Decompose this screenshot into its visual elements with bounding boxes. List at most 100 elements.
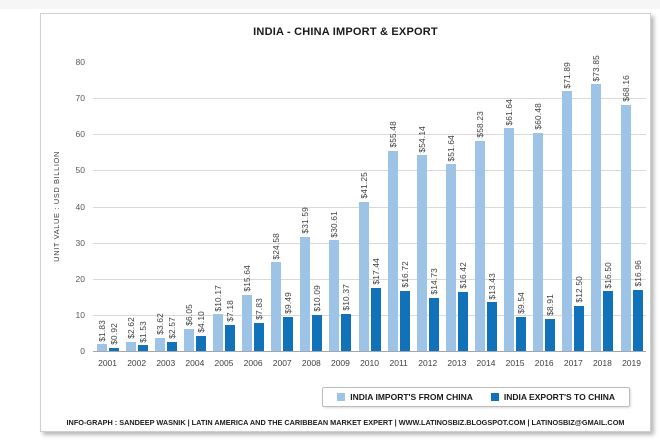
legend-item-imports: INDIA IMPORT'S FROM CHINA [337,392,473,402]
bar-group: $51.64 $16.42 [442,62,471,351]
page-top-band [0,0,660,9]
bar-value-label: $10.17 [212,284,223,312]
bar-group: $31.59 $10.09 [297,62,326,351]
gridline [93,98,646,100]
plot-area: 0 10 20 30 40 50 60 70 80 $1.83 $0.92 $2.62 $1.53 $3.… [76,55,646,356]
export-bar: $7.83 [254,298,265,351]
gridline [93,170,646,172]
import-bar: $1.83 [96,320,107,351]
bar-value-label: $16.42 [457,262,468,289]
legend-item-exports: INDIA EXPORT'S TO CHINA [490,392,615,402]
export-bar: $1.53 [137,321,148,351]
x-tick-label: 2007 [272,358,292,368]
bar-value-label: $10.37 [341,283,352,311]
bar-group: $54.14 $14.73 [413,62,442,351]
import-bar: $73.85 [591,55,602,351]
x-axis-labels: 2001 2002 2003 2004 2005 2006 2007 2008 2009 2010… [93,358,646,368]
export-bar: $13.43 [486,273,497,351]
bar-value-label: $1.53 [137,320,148,343]
x-axis-line [93,351,646,352]
y-tick-label: 10 [75,309,85,320]
bar-value-label: $54.14 [416,125,427,153]
bar-value-label: $3.62 [154,313,165,335]
legend-label-exports: INDIA EXPORT'S TO CHINA [503,392,615,402]
export-bar: $9.54 [516,292,527,351]
legend-label-imports: INDIA IMPORT'S FROM CHINA [350,392,473,402]
import-bar: $15.64 [242,265,253,351]
gridline [93,206,646,208]
x-tick-label: 2014 [476,358,496,368]
bar-value-label: $10.09 [312,284,323,312]
bar-value-label: $60.48 [533,102,544,130]
bar-value-label: $9.49 [283,291,294,314]
bar-groups: $1.83 $0.92 $2.62 $1.53 $3.62 $2.57 $6.05 $4.10… [93,55,646,351]
x-tick-label: 2005 [214,358,234,368]
footer-credit: INFO-GRAPH : SANDEEP WASNIK | LATIN AMER… [66,418,625,427]
gridline [93,134,646,136]
bar-value-label: $2.57 [166,316,177,339]
import-bar: $6.05 [183,304,194,351]
bar-value-label: $6.05 [183,304,194,327]
bar-group: $6.05 $4.10 [180,62,209,351]
legend-swatch-exports-icon [490,393,499,401]
chart-figure: INDIA - CHINA IMPORT & EXPORT UNIT VALUE… [40,13,651,432]
export-bar: $4.10 [195,311,206,351]
y-tick-label: 80 [75,57,85,67]
export-bar: $17.44 [370,258,381,351]
import-bar: $51.64 [445,135,456,351]
x-tick-label: 2010 [360,358,379,368]
gridline [93,242,646,244]
bar-group: $24.58 $9.49 [268,62,297,351]
x-tick-label: 2003 [156,358,176,368]
export-bar: $8.91 [545,294,556,351]
bar-group: $73.85 $16.50 [588,55,617,351]
y-tick-label: 30 [75,237,85,248]
bar-value-label: $58.23 [474,111,485,138]
bar-value-label: $31.59 [300,207,311,234]
bar-value-label: $0.92 [108,322,119,345]
bar-value-label: $16.96 [632,260,643,287]
legend: INDIA IMPORT'S FROM CHINA INDIA EXPORT'S… [322,387,630,407]
bar-value-label: $13.43 [486,272,497,300]
bar-value-label: $4.10 [195,311,206,334]
x-tick-label: 2011 [389,358,408,368]
bar-value-label: $9.54 [516,291,527,314]
x-tick-label: 2017 [563,358,583,368]
import-bar: $58.23 [474,111,485,351]
export-bar: $7.18 [224,300,235,351]
bar-value-label: $55.48 [387,121,398,148]
bar-group: $60.48 $8.91 [530,62,559,351]
bar-value-label: $15.64 [242,264,253,292]
export-bar: $2.57 [166,317,177,351]
bar-value-label: $7.18 [224,300,235,323]
bar-value-label: $24.58 [271,232,282,260]
x-tick-label: 2002 [127,358,147,368]
chart-title: INDIA - CHINA IMPORT & EXPORT [253,26,438,38]
x-tick-label: 2004 [185,358,205,368]
import-bar: $54.14 [416,126,427,351]
export-bar: $9.49 [283,292,294,351]
export-bar: $14.73 [428,268,439,351]
import-bar: $61.64 [504,99,515,351]
y-axis-label: UNIT VALUE : USD BILLION [51,151,61,262]
import-bar: $10.17 [212,285,223,351]
x-tick-label: 2009 [330,358,350,368]
y-tick-label: 60 [75,129,85,140]
bar-value-label: $8.91 [545,294,556,316]
y-tick-label: 50 [75,165,85,176]
import-bar: $24.58 [271,233,282,351]
bar-value-label: $16.72 [399,261,410,288]
x-tick-label: 2001 [98,358,118,368]
bar-group: $55.48 $16.72 [384,62,413,351]
import-bar: $55.48 [387,121,398,351]
bar-value-label: $30.61 [329,210,340,238]
x-tick-label: 2013 [447,358,467,368]
bar-group: $30.61 $10.37 [326,62,355,351]
gridline [93,278,646,280]
bar-value-label: $17.44 [370,258,381,285]
x-tick-label: 2016 [534,358,554,368]
bar-value-label: $68.16 [620,75,631,102]
bar-value-label: $12.50 [574,276,585,303]
import-bar: $3.62 [154,313,165,351]
export-bar: $0.92 [108,323,119,351]
